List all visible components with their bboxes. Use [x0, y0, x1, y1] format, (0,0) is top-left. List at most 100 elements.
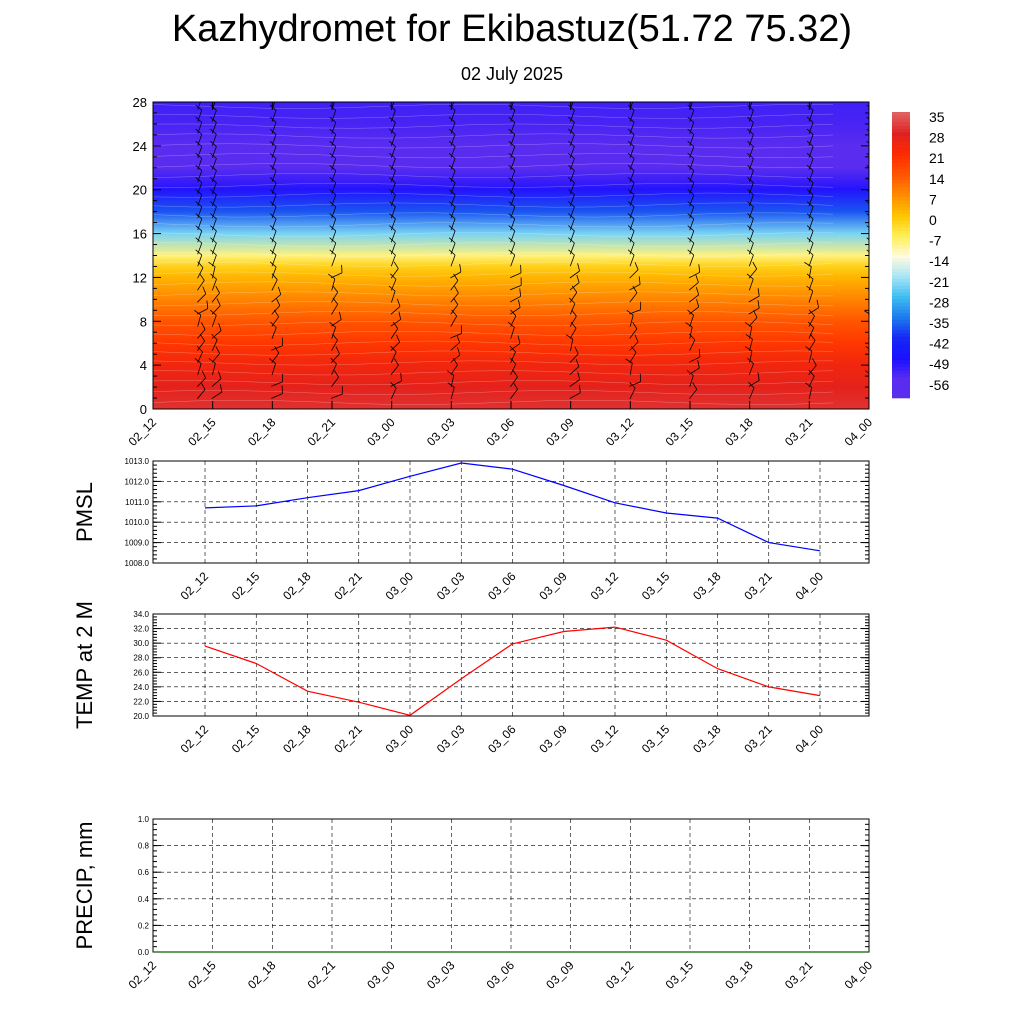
wind-barb-flag — [565, 334, 574, 340]
series-line — [204, 626, 821, 716]
colorbar-swatch — [892, 363, 910, 368]
wind-barb-flag — [627, 225, 635, 232]
wind-barb-flag — [753, 310, 758, 318]
wind-barb-staff — [629, 122, 635, 134]
colorbar-swatch — [892, 323, 910, 327]
wind-barb-flag — [574, 346, 579, 354]
wind-barb-staff — [749, 326, 753, 339]
wind-barb-staff — [331, 278, 336, 291]
wind-barb-staff — [689, 206, 695, 219]
wind-barb-flag — [874, 383, 877, 391]
wind-barb-flag — [806, 237, 814, 244]
isotherm-line — [153, 301, 834, 307]
xtick-label: 03_03 — [424, 958, 458, 992]
wind-barb-flag — [871, 358, 876, 365]
wind-barb-staff — [570, 338, 574, 351]
y-axis-title: TEMP at 2 M — [72, 601, 97, 729]
wind-barb-staff — [569, 270, 580, 279]
wind-barb-flag — [390, 273, 397, 280]
wind-barb-staff — [390, 279, 397, 291]
wind-barb-staff — [197, 377, 206, 387]
wind-barb-staff — [271, 345, 283, 351]
heatmap-ytick-label: 0 — [140, 402, 147, 417]
ytick-label: 22.0 — [133, 697, 149, 706]
wind-barb-staff — [510, 206, 516, 219]
wind-barb-flag — [328, 273, 336, 280]
isotherm-line — [153, 340, 834, 346]
wind-barb-staff — [331, 303, 339, 315]
wind-barb-flag — [210, 225, 217, 232]
wind-barb-staff — [688, 271, 700, 279]
wind-barb-staff — [748, 254, 754, 267]
wind-barb-staff — [748, 268, 758, 279]
heatmap-xtick-label: 02_12 — [126, 415, 160, 449]
colorbar-swatch — [892, 295, 910, 300]
ytick-label: 1013.0 — [125, 457, 150, 466]
wind-barb-flag — [747, 140, 754, 147]
wind-barb-flag — [448, 201, 456, 208]
wind-barb-flag — [866, 116, 869, 120]
wind-barb-staff — [271, 305, 281, 315]
wind-barb-staff — [689, 170, 695, 183]
wind-barb-staff — [629, 381, 641, 387]
xtick-label: 02_21 — [305, 958, 339, 992]
ytick-label: 28.0 — [133, 654, 149, 663]
wind-barb-flag — [744, 322, 753, 328]
xtick-label: 03_18 — [690, 722, 724, 756]
wind-barb-staff — [197, 110, 203, 122]
wind-barb-staff — [390, 365, 399, 375]
colorbar-swatch — [892, 285, 910, 290]
wind-barb-flag — [335, 346, 340, 354]
wind-barb-staff — [211, 134, 217, 146]
wind-barb-staff — [569, 392, 581, 399]
wind-barb-staff — [271, 230, 277, 243]
xtick-label: 02_18 — [280, 569, 314, 603]
wind-barb-flag — [201, 370, 206, 379]
xtick-label: 03_15 — [639, 569, 673, 603]
colorbar-label: -56 — [929, 377, 949, 393]
wind-barb-staff — [197, 314, 202, 327]
colorbar-swatch — [892, 370, 910, 375]
wind-barb-flag — [627, 177, 635, 183]
wind-barb-staff — [211, 122, 217, 134]
wind-barb-staff — [331, 158, 337, 170]
wind-barb-flag — [747, 189, 754, 196]
colorbar-swatch — [892, 214, 910, 218]
colorbar-swatch — [892, 299, 910, 303]
wind-barb-flag — [867, 93, 873, 98]
wind-barb-staff — [510, 351, 516, 363]
ytick-label: 0.8 — [138, 842, 150, 851]
wind-barb-staff — [197, 102, 201, 110]
wind-barb-staff — [629, 254, 635, 267]
wind-barb-staff — [510, 389, 518, 400]
wind-barb-flag — [389, 116, 396, 123]
wind-barb-staff — [689, 182, 695, 195]
xtick-label: 02_18 — [245, 958, 279, 992]
wind-barb-flag — [200, 322, 206, 330]
wind-barb-staff — [197, 242, 203, 255]
wind-barb-staff — [330, 319, 342, 327]
wind-barb-flag — [389, 104, 396, 111]
colorbar-swatch — [892, 227, 910, 232]
wind-barb-flag — [210, 93, 216, 98]
wind-barb-flag — [568, 140, 575, 147]
wind-barb-staff — [197, 122, 203, 134]
wind-barb-flag — [568, 93, 574, 98]
isotherm-lines — [153, 103, 834, 405]
wind-barb-staff — [197, 389, 206, 400]
wind-barb-flag — [866, 164, 869, 168]
wind-barb-staff — [510, 315, 517, 327]
colorbar-swatch — [892, 278, 910, 283]
wind-barb-staff — [629, 146, 635, 158]
wind-barb-staff — [748, 317, 758, 327]
wind-barb-staff — [688, 356, 701, 363]
wind-barb-staff — [569, 206, 575, 219]
wind-barb-flag — [866, 237, 869, 241]
wind-barb-flag — [459, 264, 462, 273]
wind-barb-staff — [510, 158, 516, 170]
colorbar-swatch — [892, 302, 910, 307]
wind-barb-flag — [454, 285, 459, 294]
wind-barb-staff — [450, 387, 455, 400]
wind-barb-flag — [509, 93, 515, 98]
